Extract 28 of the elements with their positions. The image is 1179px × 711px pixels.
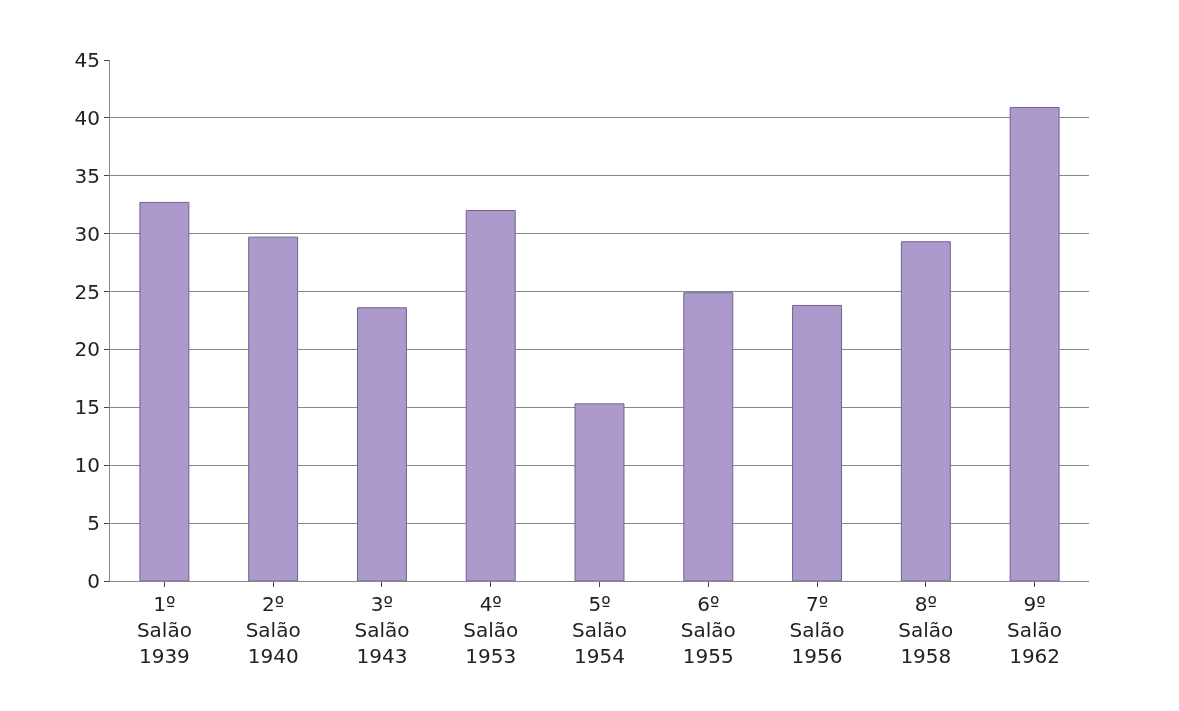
x-tick-label: 9º Salão 1962 [1007,592,1063,668]
y-tick-label: 20 [74,337,100,362]
y-tick-label: 30 [74,221,100,246]
bar [139,201,190,581]
bar [900,241,951,581]
y-tick-label: 5 [87,511,100,536]
x-tick-label: 7º Salão 1956 [789,592,845,668]
y-tick-label: 45 [74,48,100,72]
x-tick-label: 3º Salão 1943 [354,592,410,668]
x-tick-label: 4º Salão 1953 [463,592,519,668]
bar [1009,106,1060,581]
bar [465,210,516,581]
y-tick-label: 25 [74,279,100,304]
x-tick-label: 1º Salão 1939 [136,592,192,668]
bar [792,304,843,581]
bar [683,292,734,581]
x-tick-label: 5º Salão 1954 [572,592,627,668]
x-tick-label: 8º Salão 1958 [898,592,954,668]
x-tick-label: 6º Salão 1955 [680,592,736,668]
bar [356,307,407,581]
y-tick-label: 0 [87,569,100,593]
x-tick-label: 2º Salão 1940 [245,592,301,668]
bar [248,236,299,581]
y-tick-label: 15 [74,395,100,420]
y-tick-label: 40 [74,105,100,130]
y-tick-label: 35 [74,163,100,188]
bar [574,403,625,581]
y-tick-label: 10 [74,453,100,478]
